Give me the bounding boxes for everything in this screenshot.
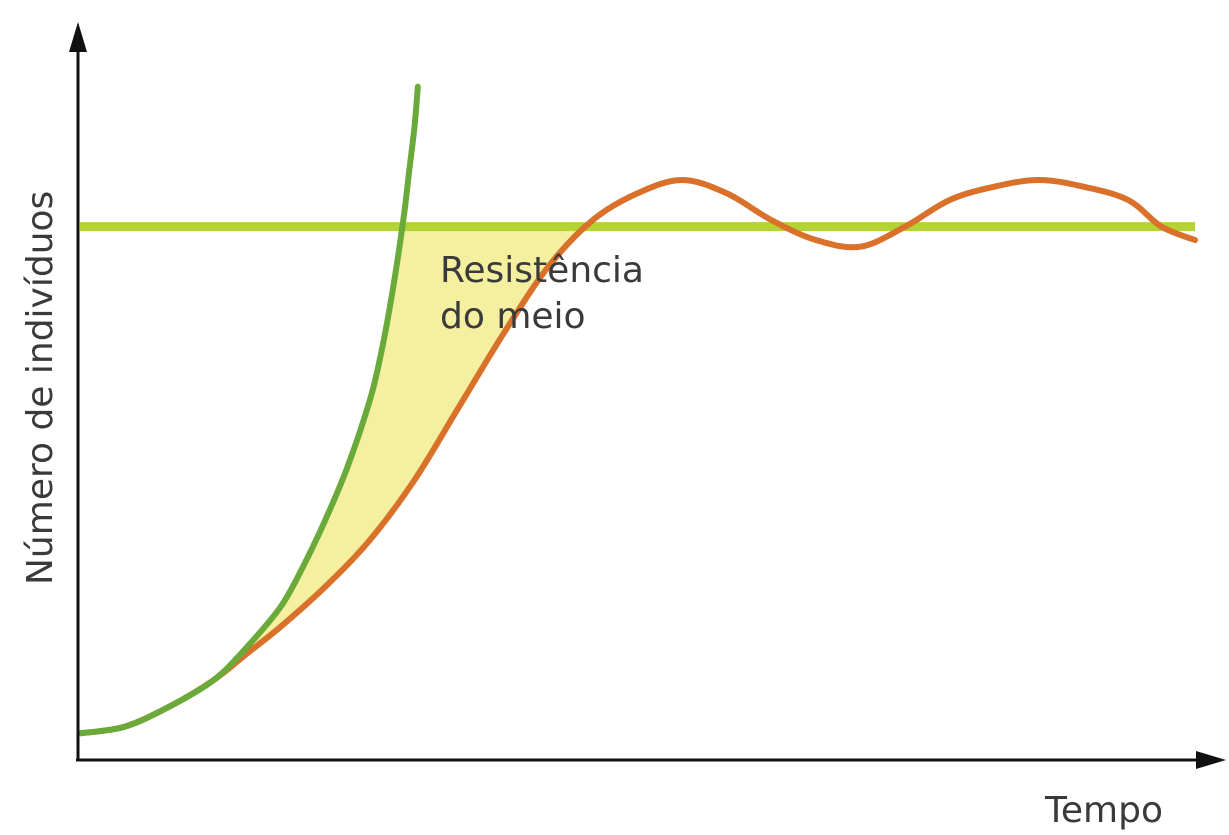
resistance-label-line1: Resistência xyxy=(440,250,644,291)
y-axis-label: Número de indivíduos xyxy=(20,191,61,585)
x-axis-label: Tempo xyxy=(1044,790,1163,831)
y-axis-arrow xyxy=(69,22,87,52)
x-axis-arrow xyxy=(1196,751,1226,769)
logistic-curve xyxy=(77,176,1198,737)
exponential-curve xyxy=(77,83,421,737)
resistance-label-line2: do meio xyxy=(440,296,586,337)
